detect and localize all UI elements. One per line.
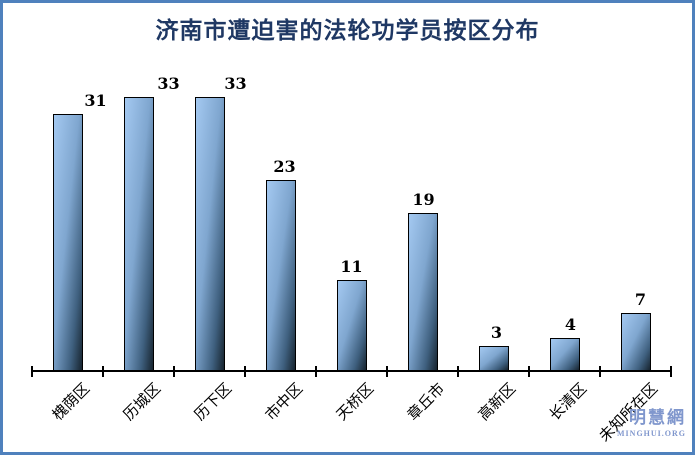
x-axis-tick <box>670 366 672 377</box>
bar <box>336 280 367 371</box>
x-axis-label: 天桥区 <box>333 379 378 424</box>
bar <box>620 313 651 371</box>
chart-title: 济南市遭迫害的法轮功学员按区分布 <box>155 17 540 44</box>
x-axis-tick <box>173 366 175 377</box>
x-axis-tick <box>457 366 459 377</box>
x-axis-tick <box>244 366 246 377</box>
bar-value-label: 33 <box>224 74 247 93</box>
bar-value-label: 19 <box>412 190 435 209</box>
x-axis-tick <box>315 366 317 377</box>
bar <box>52 114 83 371</box>
x-axis-label: 历城区 <box>120 379 165 424</box>
bar-value-label: 4 <box>564 315 577 334</box>
bar <box>407 213 438 371</box>
x-axis-tick <box>599 366 601 377</box>
bar <box>478 346 509 371</box>
x-axis-line <box>32 370 672 372</box>
bar <box>194 97 225 371</box>
bar-value-label: 3 <box>490 323 503 342</box>
x-axis-tick <box>102 366 104 377</box>
x-axis-label: 槐荫区 <box>49 379 94 424</box>
watermark-site-org: MINGHUI.ORG <box>617 429 686 438</box>
x-axis-tick <box>31 366 33 377</box>
x-axis-tick <box>386 366 388 377</box>
x-axis-tick <box>528 366 530 377</box>
watermark-site-name: 明慧網 <box>629 408 686 428</box>
bar-value-label: 31 <box>84 91 107 110</box>
x-axis-label: 市中区 <box>262 379 307 424</box>
bar-value-label: 7 <box>634 290 647 309</box>
bar <box>265 180 296 371</box>
x-axis-label: 长清区 <box>546 379 591 424</box>
bar-value-label: 23 <box>273 157 296 176</box>
x-axis-label: 高新区 <box>475 379 520 424</box>
x-axis-label: 历下区 <box>191 379 236 424</box>
bar-value-label: 33 <box>157 74 180 93</box>
minghui-watermark: 明慧網 MINGHUI.ORG <box>617 403 686 438</box>
bar <box>549 338 580 371</box>
bar-value-label: 11 <box>340 257 363 276</box>
x-axis-label: 章丘市 <box>404 379 449 424</box>
bar <box>123 97 154 371</box>
